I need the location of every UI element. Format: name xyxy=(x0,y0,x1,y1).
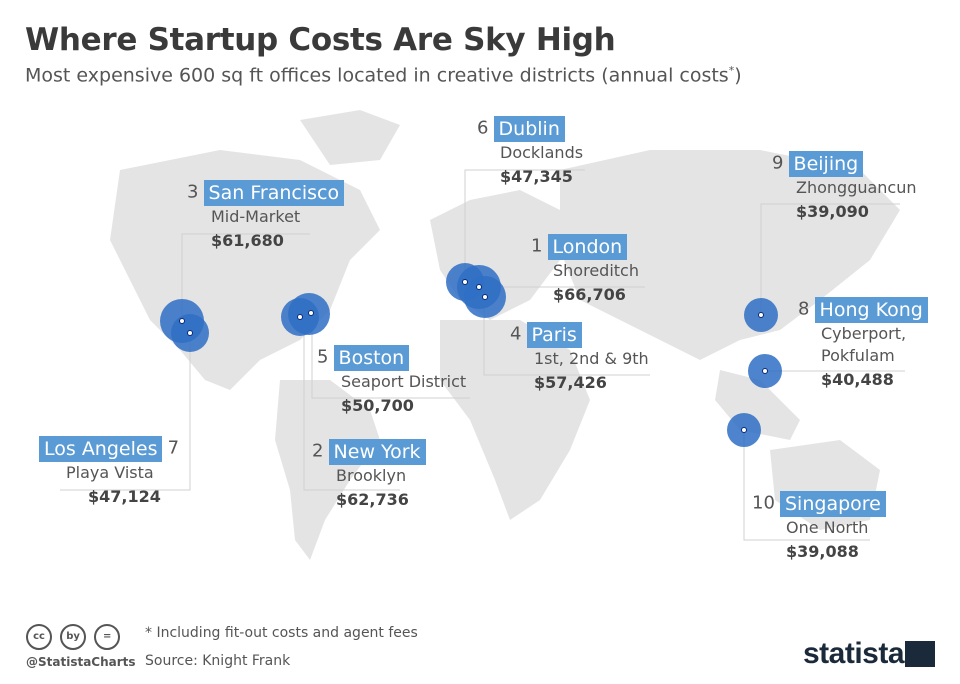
license-icons: cc by = xyxy=(26,624,123,650)
label-beijing: 9 Beijing Zhongguancun $39,090 xyxy=(772,151,917,221)
dot-new-york xyxy=(308,310,314,316)
city-dots xyxy=(179,279,768,433)
leader-lines xyxy=(60,169,905,541)
label-singapore: 10 Singapore One North $39,088 xyxy=(752,491,886,565)
leader-line-singapore xyxy=(743,430,870,541)
label-london: 1 London Shoreditch $66,706 xyxy=(531,234,639,304)
leader-line-beijing xyxy=(760,203,900,315)
label-los-angeles: Los Angeles 7 Playa Vista $47,124 xyxy=(39,436,179,510)
landmass-south-america xyxy=(275,380,380,560)
city-name: London xyxy=(547,234,628,260)
statista-logo-text[interactable]: statista xyxy=(803,637,905,670)
dot-beijing xyxy=(758,312,764,318)
label-boston: 5 Boston Seaport District $50,700 xyxy=(317,345,467,415)
city-name: Paris xyxy=(526,322,582,348)
landmass-greenland xyxy=(300,110,400,165)
dot-london xyxy=(476,284,482,290)
leader-line-boston xyxy=(311,313,470,399)
dot-dublin xyxy=(462,279,468,285)
leader-line-new-york xyxy=(303,318,400,491)
leader-line-dublin xyxy=(464,169,585,282)
city-name: New York xyxy=(328,439,426,465)
dot-san-francisco xyxy=(179,318,185,324)
city-name: Dublin xyxy=(493,116,565,142)
landmass-asia xyxy=(560,150,900,360)
attribution-icon: by xyxy=(60,624,87,650)
city-name: Boston xyxy=(333,345,410,371)
no-derivatives-icon: = xyxy=(94,624,121,650)
twitter-handle[interactable]: @StatistaCharts xyxy=(26,655,136,669)
city-name: Singapore xyxy=(780,491,886,517)
dot-hong-kong xyxy=(762,368,768,374)
label-san-francisco: 3 San Francisco Mid-Market $61,680 xyxy=(187,180,345,254)
city-name: Beijing xyxy=(788,151,864,177)
landmass-africa xyxy=(440,320,590,520)
footnote: * Including fit-out costs and agent fees xyxy=(145,625,418,641)
dot-boston xyxy=(297,314,303,320)
statista-logo-icon xyxy=(905,641,935,667)
dot-los-angeles xyxy=(187,330,193,336)
leader-line-los-angeles xyxy=(60,332,191,491)
page-title: Where Startup Costs Are Sky High xyxy=(25,22,616,58)
leader-line-san-francisco xyxy=(181,233,310,322)
label-new-york: 2 New York Brooklyn $62,736 xyxy=(312,439,426,513)
label-hong-kong: 8 Hong Kong Cyberport, Pokfulam $40,488 xyxy=(798,297,928,393)
source-note: Source: Knight Frank xyxy=(145,653,291,669)
page-subtitle: Most expensive 600 sq ft offices located… xyxy=(25,64,742,87)
city-name: Los Angeles xyxy=(39,436,163,462)
leader-line-paris xyxy=(483,296,650,376)
city-name: San Francisco xyxy=(203,180,345,206)
city-name: Hong Kong xyxy=(814,297,928,323)
dot-singapore xyxy=(741,427,747,433)
creative-commons-icon: cc xyxy=(26,624,52,650)
label-paris: 4 Paris 1st, 2nd & 9th $57,426 xyxy=(510,322,649,392)
dot-paris xyxy=(482,294,488,300)
label-dublin: 6 Dublin Docklands $47,345 xyxy=(477,116,584,186)
